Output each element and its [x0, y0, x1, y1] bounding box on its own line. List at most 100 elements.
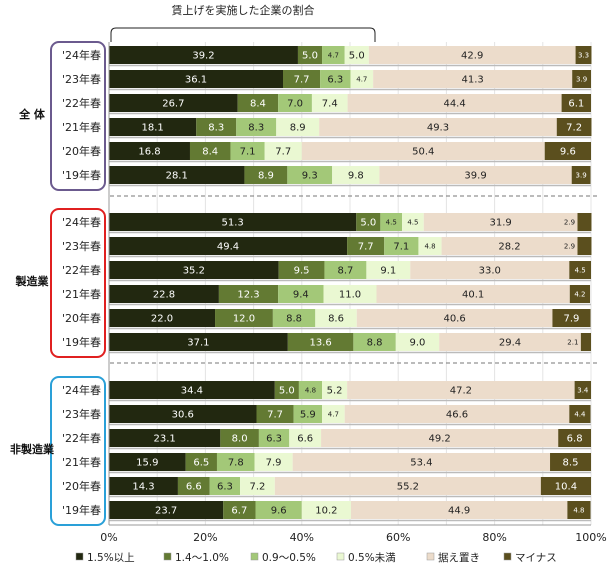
data-label: 7.9: [564, 314, 580, 325]
bar-segment: [244, 166, 288, 184]
x-tick-label: 100%: [575, 531, 606, 544]
data-label: 7.2: [250, 482, 266, 493]
bar-segment: [410, 261, 570, 279]
bar-segment: [230, 142, 265, 160]
bar-segment: [297, 46, 323, 64]
bar-segment: [109, 405, 257, 423]
bar-segment: [572, 70, 591, 88]
data-label: 8.7: [337, 266, 353, 277]
data-label: 33.0: [479, 266, 501, 277]
group-label: 製造業: [15, 274, 50, 288]
data-label: 41.3: [462, 75, 484, 86]
data-label: 8.8: [367, 338, 383, 349]
x-tick-label: 60%: [386, 531, 410, 544]
data-label: 4.7: [328, 411, 339, 419]
data-label: 12.0: [233, 314, 255, 325]
data-label: 30.6: [172, 410, 194, 421]
bar-segment: [278, 261, 325, 279]
bar-segment: [236, 118, 277, 136]
bar-segment: [298, 381, 323, 399]
row-label: '22年春: [62, 431, 101, 445]
data-label: 7.1: [240, 147, 256, 158]
bar-segment: [109, 46, 298, 64]
bar-segment: [109, 333, 288, 351]
data-label: 15.9: [136, 458, 158, 469]
data-label: 5.0: [349, 51, 365, 62]
data-label: 4.5: [386, 219, 397, 227]
data-label: 16.8: [138, 147, 160, 158]
bar-segment: [218, 285, 279, 303]
bar-segment: [324, 261, 367, 279]
legend-swatch: [75, 552, 84, 561]
data-label: 22.8: [153, 290, 175, 301]
bar-segment: [109, 453, 186, 471]
bar-segment: [292, 453, 551, 471]
bar-segment: [215, 309, 273, 327]
bar-segment: [577, 237, 592, 255]
legend-swatch: [426, 552, 435, 561]
legend-swatch: [163, 552, 172, 561]
bar-segment: [368, 46, 576, 64]
bar-segment: [109, 70, 284, 88]
data-label: 46.6: [446, 410, 468, 421]
data-label: 28.2: [498, 242, 520, 253]
data-label: 9.8: [348, 171, 364, 182]
data-label: 7.0: [287, 99, 303, 110]
bar-segment: [577, 213, 592, 231]
data-label: 55.2: [397, 482, 419, 493]
data-label: 4.2: [574, 291, 585, 299]
data-label: 8.8: [286, 314, 302, 325]
data-label: 4.4: [574, 411, 586, 419]
legend-swatch: [250, 552, 259, 561]
data-label: 9.5: [294, 266, 310, 277]
bar-segment: [278, 285, 324, 303]
group-bracket: [50, 376, 106, 526]
data-label: 40.6: [443, 314, 465, 325]
bar-segment: [289, 429, 322, 447]
data-label: 28.1: [166, 171, 188, 182]
data-label: 3.4: [577, 387, 589, 395]
group-bracket: [50, 208, 106, 358]
legend-label: 0.9～0.5%: [262, 552, 316, 564]
data-label: 36.1: [185, 75, 207, 86]
data-label: 5.0: [360, 218, 376, 229]
bar-segment: [418, 237, 442, 255]
data-label: 39.9: [464, 171, 486, 182]
data-label: 4.7: [328, 52, 339, 60]
bar-segment: [321, 429, 559, 447]
data-label: 49.2: [429, 434, 451, 445]
row-label: '24年春: [62, 215, 101, 229]
bar-segment: [395, 333, 440, 351]
legend-label: 1.4～1.0%: [175, 552, 229, 564]
bar-segment: [574, 381, 591, 399]
data-label: 6.1: [568, 99, 584, 110]
data-label: 9.6: [271, 506, 287, 517]
legend-label: 据え置き: [438, 551, 480, 564]
data-label: 4.5: [575, 267, 586, 275]
bar-segment: [569, 261, 591, 279]
bar-segment: [254, 453, 293, 471]
bar-segment: [580, 333, 591, 351]
bar-segment: [109, 381, 275, 399]
x-tick-label: 0%: [100, 531, 117, 544]
row-label: '22年春: [62, 96, 101, 110]
data-label: 47.2: [450, 386, 472, 397]
data-label: 13.6: [309, 338, 331, 349]
bar-segment: [301, 142, 545, 160]
bar-segment: [322, 405, 345, 423]
row-label: '21年春: [62, 120, 101, 134]
bar-segment: [109, 94, 238, 112]
bar-segment: [356, 309, 553, 327]
bar-segment: [379, 166, 572, 184]
data-label: 5.0: [302, 51, 318, 62]
bar-segment: [366, 261, 411, 279]
x-tick-label: 80%: [482, 531, 506, 544]
data-label: 6.6: [186, 482, 202, 493]
data-label: 49.4: [217, 242, 239, 253]
data-label: 35.2: [183, 266, 205, 277]
bar-segment: [347, 94, 562, 112]
data-label: 53.4: [410, 458, 432, 469]
bar-segment: [287, 333, 354, 351]
row-label: '24年春: [62, 48, 101, 62]
bar-segment: [220, 429, 259, 447]
